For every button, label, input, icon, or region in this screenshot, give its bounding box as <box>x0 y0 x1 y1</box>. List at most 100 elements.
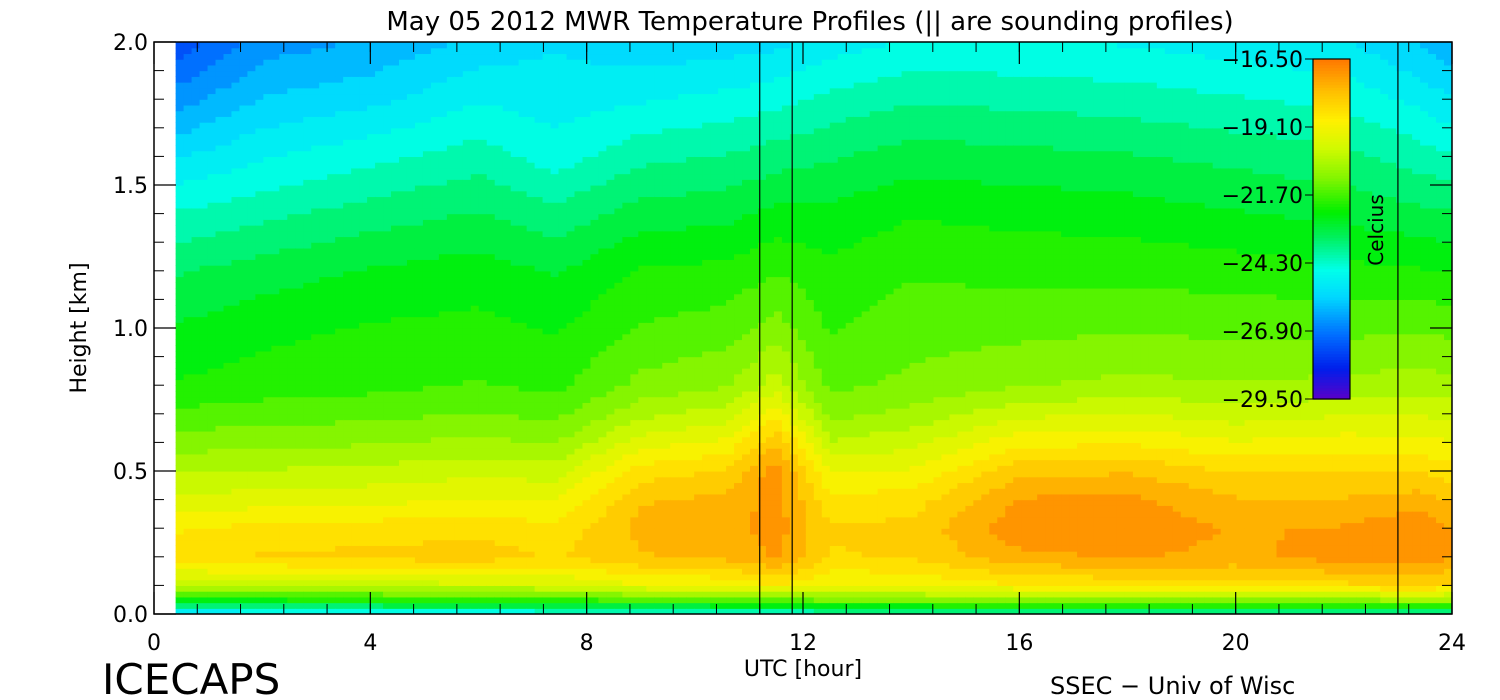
heatmap-cell <box>327 277 336 283</box>
heatmap-cell <box>471 345 480 351</box>
heatmap-cell <box>471 517 480 523</box>
heatmap-cell <box>239 465 248 471</box>
heatmap-cell <box>511 374 520 380</box>
heatmap-cell <box>559 603 568 609</box>
heatmap-cell <box>423 500 432 506</box>
heatmap-cell <box>311 76 320 82</box>
heatmap-cell <box>439 225 448 231</box>
heatmap-cell <box>200 425 209 431</box>
heatmap-cell <box>567 93 576 99</box>
heatmap-cell <box>367 597 376 603</box>
heatmap-cell <box>176 202 185 208</box>
heatmap-cell <box>511 196 520 202</box>
heatmap-cell <box>527 603 536 609</box>
heatmap-cell <box>208 425 217 431</box>
heatmap-cell <box>471 191 480 197</box>
heatmap-cell <box>263 294 272 300</box>
heatmap-cell <box>216 48 225 54</box>
heatmap-cell <box>455 299 464 305</box>
heatmap-cell <box>415 482 424 488</box>
heatmap-cell <box>359 511 368 517</box>
heatmap-cell <box>192 471 201 477</box>
heatmap-cell <box>375 196 384 202</box>
heatmap-cell <box>511 477 520 483</box>
heatmap-cell <box>247 431 256 437</box>
heatmap-cell <box>343 156 352 162</box>
heatmap-cell <box>479 208 488 214</box>
heatmap-cell <box>367 442 376 448</box>
heatmap-cell <box>295 179 304 185</box>
heatmap-cell <box>503 345 512 351</box>
heatmap-cell <box>367 465 376 471</box>
heatmap-cell <box>343 65 352 71</box>
heatmap-cell <box>431 111 440 117</box>
heatmap-cell <box>200 391 209 397</box>
heatmap-cell <box>439 82 448 88</box>
heatmap-cell <box>559 534 568 540</box>
heatmap-cell <box>559 88 568 94</box>
heatmap-cell <box>399 454 408 460</box>
heatmap-cell <box>263 202 272 208</box>
heatmap-cell <box>343 196 352 202</box>
heatmap-cell <box>455 528 464 534</box>
heatmap-cell <box>479 196 488 202</box>
heatmap-cell <box>343 442 352 448</box>
heatmap-cell <box>559 248 568 254</box>
heatmap-cell <box>399 482 408 488</box>
heatmap-cell <box>295 105 304 111</box>
heatmap-cell <box>383 202 392 208</box>
heatmap-cell <box>367 225 376 231</box>
heatmap-cell <box>511 145 520 151</box>
heatmap-cell <box>527 196 536 202</box>
heatmap-cell <box>559 557 568 563</box>
heatmap-cell <box>287 317 296 323</box>
heatmap-cell <box>343 208 352 214</box>
heatmap-cell <box>343 88 352 94</box>
heatmap-cell <box>279 174 288 180</box>
heatmap-cell <box>375 288 384 294</box>
heatmap-cell <box>271 357 280 363</box>
heatmap-cell <box>479 248 488 254</box>
heatmap-cell <box>367 259 376 265</box>
heatmap-cell <box>327 368 336 374</box>
heatmap-cell <box>447 71 456 77</box>
heatmap-cell <box>184 116 193 122</box>
heatmap-cell <box>263 425 272 431</box>
heatmap-cell <box>543 265 552 271</box>
heatmap-cell <box>559 48 568 54</box>
heatmap-cell <box>431 139 440 145</box>
heatmap-cell <box>407 339 416 345</box>
heatmap-cell <box>543 151 552 157</box>
heatmap-cell <box>255 156 264 162</box>
heatmap-cell <box>487 545 496 551</box>
heatmap-cell <box>367 414 376 420</box>
heatmap-cell <box>439 317 448 323</box>
heatmap-cell <box>447 522 456 528</box>
heatmap-cell <box>407 248 416 254</box>
heatmap-cell <box>519 563 528 569</box>
heatmap-cell <box>399 460 408 466</box>
heatmap-cell <box>487 345 496 351</box>
heatmap-cell <box>343 368 352 374</box>
heatmap-cell <box>263 277 272 283</box>
heatmap-cell <box>271 185 280 191</box>
heatmap-cell <box>447 488 456 494</box>
heatmap-cell <box>527 88 536 94</box>
heatmap-cell <box>367 59 376 65</box>
heatmap-cell <box>192 442 201 448</box>
heatmap-cell <box>511 322 520 328</box>
heatmap-cell <box>319 42 328 48</box>
heatmap-cell <box>439 511 448 517</box>
heatmap-cell <box>184 488 193 494</box>
heatmap-cell <box>311 225 320 231</box>
heatmap-cell <box>359 557 368 563</box>
heatmap-cell <box>192 82 201 88</box>
heatmap-cell <box>319 563 328 569</box>
heatmap-cell <box>407 460 416 466</box>
heatmap-cell <box>519 59 528 65</box>
heatmap-cell <box>439 202 448 208</box>
heatmap-cell <box>263 288 272 294</box>
heatmap-cell <box>463 294 472 300</box>
heatmap-cell <box>303 202 312 208</box>
heatmap-cell <box>216 568 225 574</box>
